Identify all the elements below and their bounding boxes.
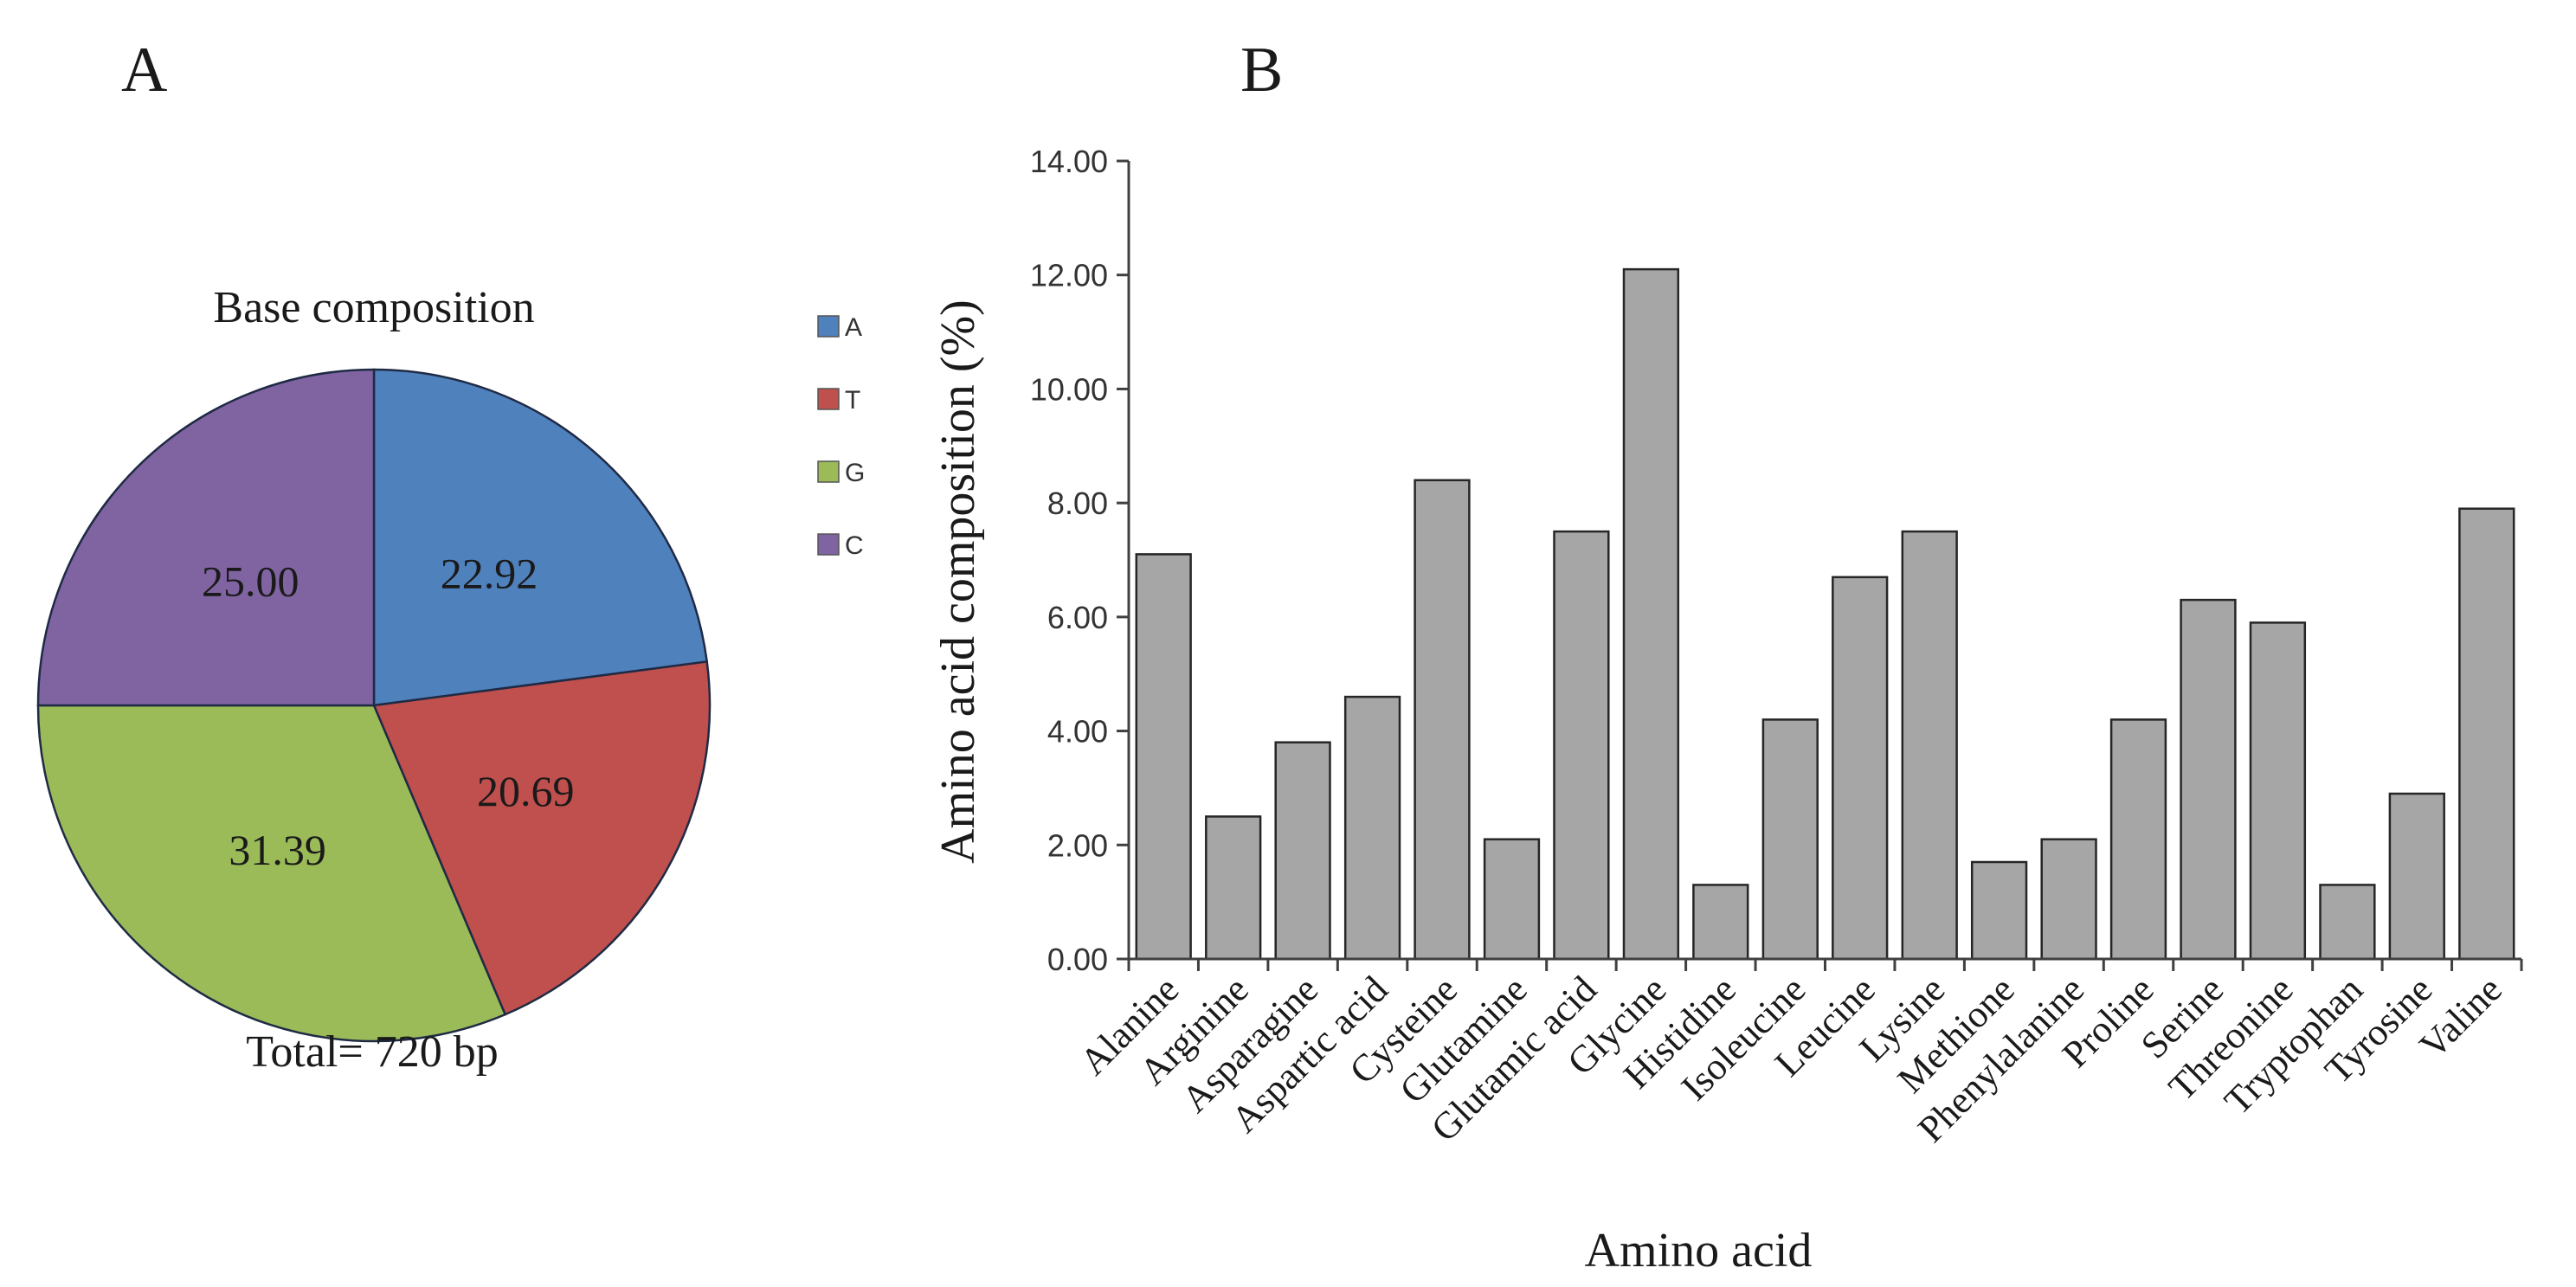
panel-label-b: B xyxy=(1240,35,1283,106)
legend-label-C: C xyxy=(845,531,864,560)
bar-asparagine xyxy=(1274,741,1331,961)
y-tick-label: 14.00 xyxy=(1030,144,1108,179)
legend-label-A: A xyxy=(845,313,862,342)
pie-slice-label-T: 20.69 xyxy=(477,767,575,815)
legend-label-T: T xyxy=(845,386,860,415)
y-axis-ticks: 0.00 2.00 4.00 6.00 8.00 10.00 12.00 14.00 xyxy=(1030,144,2523,977)
bar-glycine xyxy=(1622,267,1680,961)
pie-slice-G xyxy=(36,704,507,1043)
bar-arginine xyxy=(1205,815,1262,961)
pie-slice-label-A: 22.92 xyxy=(441,549,538,597)
pie-slice-label-C: 25.00 xyxy=(202,557,299,605)
y-tick-label: 0.00 xyxy=(1047,942,1108,977)
pie-slice-label-G: 31.39 xyxy=(229,826,326,874)
panel-label-a: A xyxy=(121,35,167,106)
bar-tryptophan xyxy=(2319,884,2376,961)
y-tick-label: 2.00 xyxy=(1047,827,1108,863)
bar-serine xyxy=(2180,598,2237,961)
bars xyxy=(1135,267,2515,961)
bar-proline xyxy=(2109,718,2167,961)
legend-swatch-T xyxy=(817,388,840,410)
legend-swatch-C xyxy=(817,533,840,556)
pie-legend: A T G C xyxy=(817,313,865,560)
bar-cysteine xyxy=(1414,479,1471,961)
bar-alanine xyxy=(1135,553,1192,961)
y-tick-label: 6.00 xyxy=(1047,600,1108,635)
pie-slice-labels: 22.92 20.69 31.39 25.00 xyxy=(202,549,574,874)
bar-panel: B 0.00 2.00 4.00 6.00 8.00 10.00 12.00 14.00 Al… xyxy=(931,35,2523,1277)
y-tick-label: 8.00 xyxy=(1047,486,1108,521)
bar-isoleucine xyxy=(1761,718,1819,961)
y-axis-title: Amino acid composition (%) xyxy=(931,299,985,864)
bar-threonine xyxy=(2249,621,2307,961)
bar-phenylalanine xyxy=(2040,838,2097,961)
pie-title: Base composition xyxy=(213,283,534,332)
x-tick-label: Valine xyxy=(2412,968,2510,1066)
pie-slices xyxy=(36,368,712,1043)
legend-swatch-A xyxy=(817,315,840,338)
pie-total-label: Total= 720 bp xyxy=(246,1027,498,1077)
bar-leucine xyxy=(1832,576,1889,961)
bar-lysine xyxy=(1901,530,1958,961)
bar-valine xyxy=(2458,507,2515,961)
bar-methione xyxy=(1970,860,2028,961)
x-axis-title: Amino acid xyxy=(1585,1224,1813,1277)
bar-histidine xyxy=(1692,884,1749,961)
pie-panel: A Base composition 22.9220.6931.3925.00 … xyxy=(36,35,865,1077)
bar-glutamic-acid xyxy=(1553,530,1610,961)
y-tick-label: 10.00 xyxy=(1030,371,1108,407)
bar-glutamine xyxy=(1483,838,1541,961)
pie-slice-C xyxy=(36,368,376,707)
pie-slice-A xyxy=(372,368,709,707)
y-tick-label: 4.00 xyxy=(1047,714,1108,750)
bar-aspartic-acid xyxy=(1343,695,1401,961)
pie-slice-T xyxy=(372,660,712,1016)
legend-label-G: G xyxy=(845,459,865,487)
y-tick-label: 12.00 xyxy=(1030,258,1108,293)
legend-swatch-G xyxy=(817,460,840,483)
bar-tyrosine xyxy=(2388,792,2445,961)
